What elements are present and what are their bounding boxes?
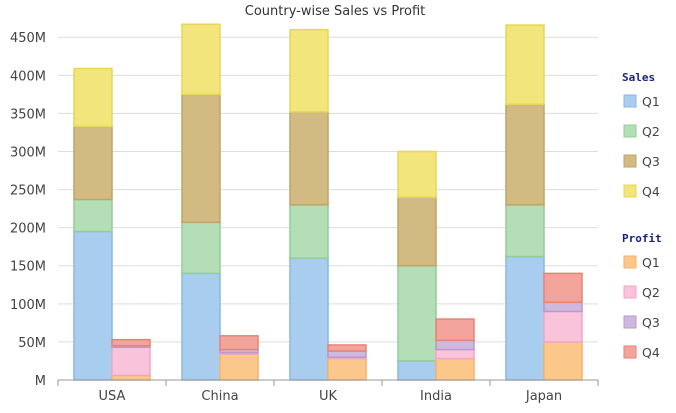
bar-profit-q2-japan[interactable] [543, 310, 583, 343]
x-tick-label: China [201, 389, 238, 404]
legend-group-title: Profit [622, 232, 662, 245]
legend-item-label[interactable]: Q3 [642, 315, 660, 330]
bar-profit-q4-india[interactable] [435, 318, 475, 342]
legend-item-label[interactable]: Q2 [642, 124, 660, 139]
bar-profit-q3-uk[interactable] [327, 350, 367, 358]
y-tick-label: 350M [10, 107, 46, 122]
bar-sales-q4-uk[interactable] [289, 28, 329, 113]
bar-profit-q1-china[interactable] [219, 353, 259, 381]
y-tick-label: 200M [10, 222, 46, 237]
y-tick-label: 150M [10, 260, 46, 275]
bar-profit-q1-japan[interactable] [543, 341, 583, 381]
bar-sales-q2-usa[interactable] [73, 198, 113, 233]
x-tick-label: Japan [525, 389, 562, 404]
legend-swatch[interactable] [623, 345, 637, 359]
bar-sales-q3-japan[interactable] [505, 103, 545, 206]
bar-profit-q4-china[interactable] [219, 335, 259, 351]
bar-sales-q1-uk[interactable] [289, 257, 329, 381]
bar-sales-q1-india[interactable] [397, 360, 437, 381]
x-axis: USA China UK India Japan [57, 379, 599, 404]
legend-swatch[interactable] [623, 285, 637, 299]
bar-profit-q1-india[interactable] [435, 357, 475, 381]
bar-sales-q2-india[interactable] [397, 264, 437, 362]
legend-swatch[interactable] [623, 94, 637, 108]
bar-sales-q4-usa[interactable] [73, 67, 113, 128]
bar-sales-q3-india[interactable] [397, 196, 437, 267]
bar-profit-q4-uk[interactable] [327, 344, 367, 352]
legend-swatch[interactable] [623, 124, 637, 138]
bar-profit-q3-japan[interactable] [543, 301, 583, 313]
y-tick-label: 450M [10, 31, 46, 46]
chart-title: Country-wise Sales vs Profit [245, 4, 426, 19]
bar-sales-q2-uk[interactable] [289, 204, 329, 259]
bar-sales-q4-india[interactable] [397, 150, 437, 198]
legend: Sales Q1 Q2 Q3 Q4 Profit Q1 Q2 Q3 Q4 [622, 71, 662, 360]
legend-item-label[interactable]: Q1 [642, 94, 660, 109]
bar-sales-q1-china[interactable] [181, 272, 221, 381]
bar-sales-q3-uk[interactable] [289, 111, 329, 206]
bar-sales-q2-japan[interactable] [505, 204, 545, 258]
legend-swatch[interactable] [623, 255, 637, 269]
bar-profit-q2-india[interactable] [435, 348, 475, 360]
y-tick-label: 400M [10, 69, 46, 84]
y-tick-label: M [35, 374, 46, 389]
bar-profit-q4-japan[interactable] [543, 272, 583, 304]
legend-item-label[interactable]: Q3 [642, 154, 660, 169]
bar-profit-q3-india[interactable] [435, 339, 475, 351]
bar-sales-q4-china[interactable] [181, 23, 221, 96]
bar-profit-q4-usa[interactable] [111, 338, 151, 347]
bar-sales-q1-usa[interactable] [73, 230, 113, 381]
legend-item-label[interactable]: Q2 [642, 285, 660, 300]
bar-sales-q3-china[interactable] [181, 93, 221, 224]
x-tick-label: UK [319, 389, 338, 404]
bar-sales-q3-usa[interactable] [73, 125, 113, 201]
y-tick-label: 50M [18, 336, 46, 351]
y-tick-label: 100M [10, 298, 46, 313]
bar-sales-q1-japan[interactable] [505, 255, 545, 381]
legend-item-label[interactable]: Q4 [642, 345, 660, 360]
bar-profit-q1-uk[interactable] [327, 357, 367, 381]
y-axis: M 50M 100M 150M 200M 250M 300M 350M 400M 450M [10, 31, 46, 389]
legend-swatch[interactable] [623, 184, 637, 198]
bar-sales-q2-china[interactable] [181, 221, 221, 275]
y-tick-label: 250M [10, 184, 46, 199]
legend-group-title: Sales [622, 71, 655, 84]
bars [73, 23, 583, 381]
x-tick-label: USA [99, 389, 126, 404]
legend-swatch[interactable] [623, 315, 637, 329]
bar-sales-q4-japan[interactable] [505, 24, 545, 106]
x-tick-label: India [420, 389, 452, 404]
y-tick-label: 300M [10, 145, 46, 160]
legend-swatch[interactable] [623, 154, 637, 168]
legend-item-label[interactable]: Q4 [642, 184, 660, 199]
bar-profit-q2-usa[interactable] [111, 346, 151, 377]
legend-item-label[interactable]: Q1 [642, 255, 660, 270]
